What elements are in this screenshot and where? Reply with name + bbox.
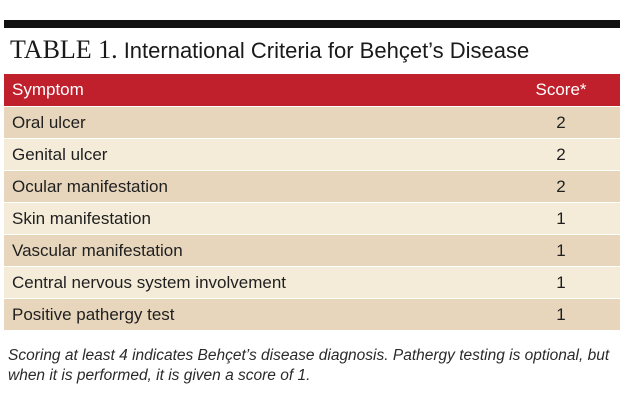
table-header-row: Symptom Score* (4, 74, 620, 106)
symptom-cell: Skin manifestation (12, 208, 151, 228)
header-symptom: Symptom (12, 80, 84, 99)
score-cell: 1 (556, 208, 566, 228)
table-row: Oral ulcer 2 (4, 106, 620, 138)
table-row: Skin manifestation 1 (4, 202, 620, 234)
table-row: Genital ulcer 2 (4, 138, 620, 170)
score-cell: 2 (556, 144, 566, 164)
symptom-cell: Vascular manifestation (12, 240, 183, 260)
symptom-cell: Ocular manifestation (12, 176, 168, 196)
criteria-table: Symptom Score* Oral ulcer 2 Genital ulce… (4, 74, 620, 330)
score-cell: 2 (556, 112, 566, 132)
score-cell: 1 (556, 272, 566, 292)
score-cell: 1 (556, 304, 566, 324)
score-cell: 1 (556, 240, 566, 260)
symptom-cell: Oral ulcer (12, 112, 86, 132)
score-cell: 2 (556, 176, 566, 196)
table-title: TABLE 1. International Criteria for Behçe… (10, 32, 529, 68)
table-row: Central nervous system involvement 1 (4, 266, 620, 298)
table-number: TABLE 1. (10, 35, 118, 64)
table-row: Vascular manifestation 1 (4, 234, 620, 266)
table-row: Ocular manifestation 2 (4, 170, 620, 202)
header-score: Score* (535, 80, 587, 99)
table-row: Positive pathergy test 1 (4, 298, 620, 330)
top-rule (4, 20, 620, 28)
table-footnote: Scoring at least 4 indicates Behçet’s di… (8, 347, 610, 384)
symptom-cell: Positive pathergy test (12, 304, 175, 324)
symptom-cell: Genital ulcer (12, 144, 108, 164)
table-title-text: International Criteria for Behçet’s Dise… (123, 38, 530, 63)
symptom-cell: Central nervous system involvement (12, 272, 287, 292)
